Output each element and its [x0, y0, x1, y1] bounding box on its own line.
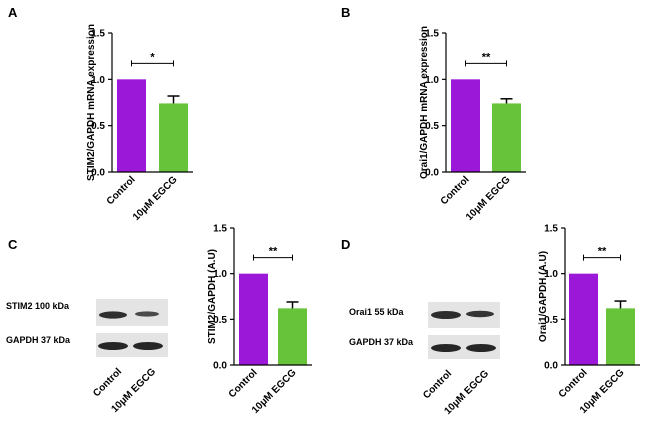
blot-d-bottom-band-egcg	[466, 344, 496, 352]
x-category-label: Control	[227, 367, 260, 400]
blot-d-bottom-band-control	[431, 344, 461, 352]
y-tick-label: 0.0	[425, 168, 439, 179]
panel-letter-c: C	[8, 237, 18, 252]
y-tick-label: 1.0	[213, 269, 227, 280]
blot-d-top-band-egcg	[466, 310, 494, 318]
blot-d-lane-control: Control	[421, 368, 454, 401]
x-category-label: Control	[105, 174, 138, 207]
blot-c-top-band-control	[99, 311, 127, 319]
y-axis-title: Orai1/GAPDH (A.U)	[538, 251, 549, 342]
bar-egcg	[492, 103, 521, 172]
y-tick-label: 1.0	[544, 269, 558, 280]
y-tick-label: 1.5	[544, 224, 558, 235]
y-axis-title: STIM2/GAPDH mRNA expression	[86, 24, 97, 181]
western-blot-d: Orai1 55 kDa GAPDH 37 kDa Control 10μM E…	[349, 302, 500, 417]
blot-c-bottom-band-control	[98, 342, 128, 350]
y-axis-title: STIM2/GAPDH (A.U)	[207, 249, 218, 344]
bar-control	[451, 79, 480, 172]
y-tick-label: 0.5	[213, 315, 227, 326]
x-category-label: Control	[439, 174, 472, 207]
y-axis-title: Orai1/GAPDH mRNA expression	[419, 26, 430, 179]
blot-c-top-band-egcg	[135, 311, 159, 317]
y-tick-label: 0.0	[544, 361, 558, 372]
y-tick-label: 1.5	[213, 224, 227, 235]
x-category-label: Control	[557, 367, 590, 400]
y-tick-label: 0.5	[425, 121, 439, 132]
significance-marker: **	[598, 246, 607, 258]
blot-c-top-label: STIM2 100 kDa	[6, 301, 70, 311]
significance-marker: *	[150, 51, 155, 63]
western-blot-c: STIM2 100 kDa GAPDH 37 kDa Control 10μM …	[6, 299, 168, 415]
bar-egcg	[278, 308, 307, 365]
panel-letter-a: A	[8, 5, 18, 20]
y-tick-label: 1.0	[425, 75, 439, 86]
blot-d-top-label: Orai1 55 kDa	[349, 307, 405, 317]
bar-control	[117, 79, 146, 172]
significance-marker: **	[269, 246, 278, 258]
blot-c-bottom-label: GAPDH 37 kDa	[6, 335, 71, 345]
blot-c-bottom-band-egcg	[133, 342, 163, 350]
blot-d-top-band-control	[431, 311, 461, 319]
bar-egcg	[159, 103, 188, 172]
blot-c-lane-control: Control	[91, 366, 124, 399]
bar-egcg	[606, 308, 635, 365]
panel-letter-d: D	[341, 237, 350, 252]
bar-control	[239, 273, 268, 365]
y-tick-label: 0.0	[213, 361, 227, 372]
bar-control	[569, 273, 598, 365]
y-tick-label: 0.0	[91, 168, 105, 179]
x-category-label: 10μM EGCG	[464, 174, 513, 223]
y-tick-label: 1.5	[91, 29, 105, 40]
panel-letter-b: B	[341, 5, 350, 20]
y-tick-label: 0.5	[91, 121, 105, 132]
y-tick-label: 0.5	[544, 315, 558, 326]
blot-d-bottom-label: GAPDH 37 kDa	[349, 337, 414, 347]
y-tick-label: 1.0	[91, 75, 105, 86]
y-tick-label: 1.5	[425, 29, 439, 40]
x-category-label: 10μM EGCG	[131, 174, 180, 223]
significance-marker: **	[482, 51, 491, 63]
